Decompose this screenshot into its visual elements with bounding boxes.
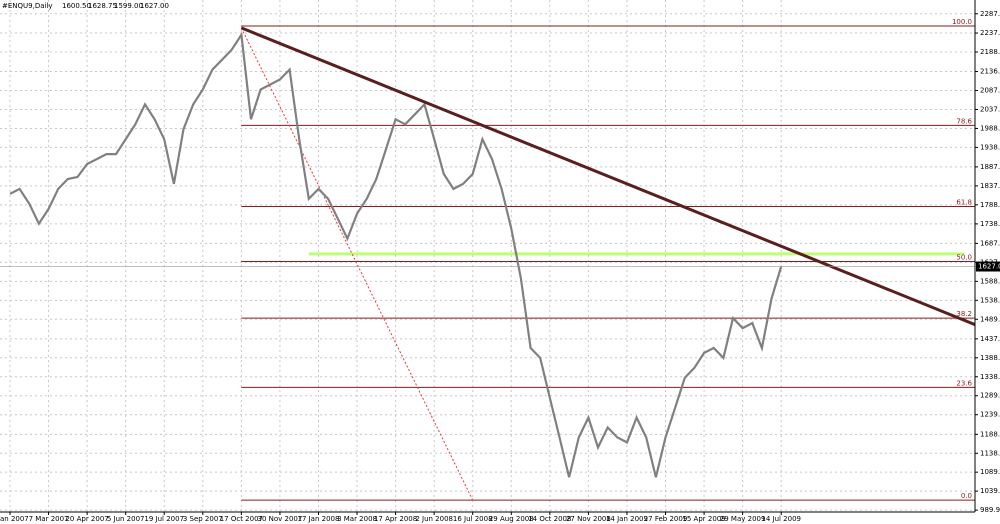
x-tick-label: 14 Jul 2009 — [761, 515, 801, 523]
x-tick-label: 15 Apr 2009 — [682, 515, 725, 523]
y-tick-label: 1089.20 — [980, 468, 1000, 476]
y-tick-label: 1388.25 — [980, 354, 1000, 362]
y-tick-label: 1489.00 — [980, 315, 1000, 323]
x-tick-label: 2 Jan 2007 — [0, 515, 29, 523]
fib-level-label: 61.8 — [956, 198, 972, 206]
trend-line — [240, 26, 975, 327]
y-tick-label: 2287.95 — [980, 10, 1000, 18]
x-tick-label: 20 Apr 2007 — [65, 515, 108, 523]
y-tick-label: 2237.65 — [980, 29, 1000, 37]
y-tick-label: 2188.05 — [980, 48, 1000, 56]
y-tick-label: 1239.45 — [980, 411, 1000, 419]
x-tick-label: 17 Apr 2008 — [374, 515, 417, 523]
x-tick-label: 14 Jan 2009 — [606, 515, 648, 523]
x-tick-label: 3 Mar 2008 — [337, 515, 377, 523]
y-tick-label: 1588.20 — [980, 277, 1000, 285]
y-tick-label: 989.90 — [980, 506, 1000, 514]
fib-level-label: 23.6 — [956, 379, 972, 387]
y-tick-label: 1538.60 — [980, 296, 1000, 304]
quote-value: 1627.00 — [140, 2, 169, 10]
y-tick-label: 1687.40 — [980, 239, 1000, 247]
y-tick-label: 2136.90 — [980, 68, 1000, 76]
last-price-box — [976, 261, 1000, 272]
x-tick-label: 16 Jul 2008 — [453, 515, 493, 523]
y-tick-label: 1289.05 — [980, 392, 1000, 400]
y-tick-label: 1788.35 — [980, 201, 1000, 209]
x-tick-label: 17 Oct 2007 — [220, 515, 263, 523]
fib-level-label: 100.0 — [952, 18, 972, 26]
y-tick-label: 1138.50 — [980, 449, 1000, 457]
x-tick-label: 7 Mar 2007 — [29, 515, 69, 523]
quote-value: 1599.00 — [114, 2, 143, 10]
y-tick-label: 1837.95 — [980, 182, 1000, 190]
chart-title: #ENQU9,Daily — [2, 2, 53, 10]
x-tick-label: 29 Aug 2008 — [489, 515, 534, 523]
y-tick-label: 2037.70 — [980, 105, 1000, 113]
y-tick-label: 1039.60 — [980, 487, 1000, 495]
x-tick-label: 27 Nov 2008 — [566, 515, 611, 523]
fib-level-label: 0.0 — [961, 492, 972, 500]
x-tick-label: 29 May 2009 — [720, 515, 766, 523]
y-tick-label: 1938.50 — [980, 143, 1000, 151]
fib-level-label: 78.6 — [956, 117, 972, 125]
plot-area — [0, 25, 975, 501]
x-tick-label: 30 Nov 2007 — [257, 515, 302, 523]
y-tick-label: 1988.10 — [980, 124, 1000, 132]
x-tick-label: 14 Oct 2008 — [528, 515, 571, 523]
grid — [0, 0, 975, 512]
x-tick-label: 17 Jan 2008 — [297, 515, 339, 523]
price-line — [9, 31, 783, 478]
axes: 2287.95 2237.65 2188.05 2136.90 2087.30 2037.… — [0, 10, 1000, 523]
y-tick-label: 1188.10 — [980, 430, 1000, 438]
quote-value: 1600.50 — [62, 2, 91, 10]
x-tick-label: 5 Jun 2007 — [107, 515, 145, 523]
x-tick-label: 19 Jul 2007 — [144, 515, 184, 523]
last-price-label: 1627.00 — [978, 263, 1000, 271]
quote-value: 1628.75 — [88, 2, 117, 10]
fib-level-label: 38.2 — [956, 310, 972, 318]
y-tick-label: 1338.65 — [980, 373, 1000, 381]
y-tick-label: 1738.50 — [980, 220, 1000, 228]
x-tick-label: 3 Sep 2007 — [183, 515, 223, 523]
y-tick-label: 2087.30 — [980, 87, 1000, 95]
fib-level-label: 50.0 — [956, 254, 972, 262]
x-tick-label: 27 Feb 2009 — [644, 515, 688, 523]
y-tick-label: 1887.55 — [980, 163, 1000, 171]
x-tick-label: 2 Jun 2008 — [415, 515, 453, 523]
y-tick-label: 1437.85 — [980, 335, 1000, 343]
